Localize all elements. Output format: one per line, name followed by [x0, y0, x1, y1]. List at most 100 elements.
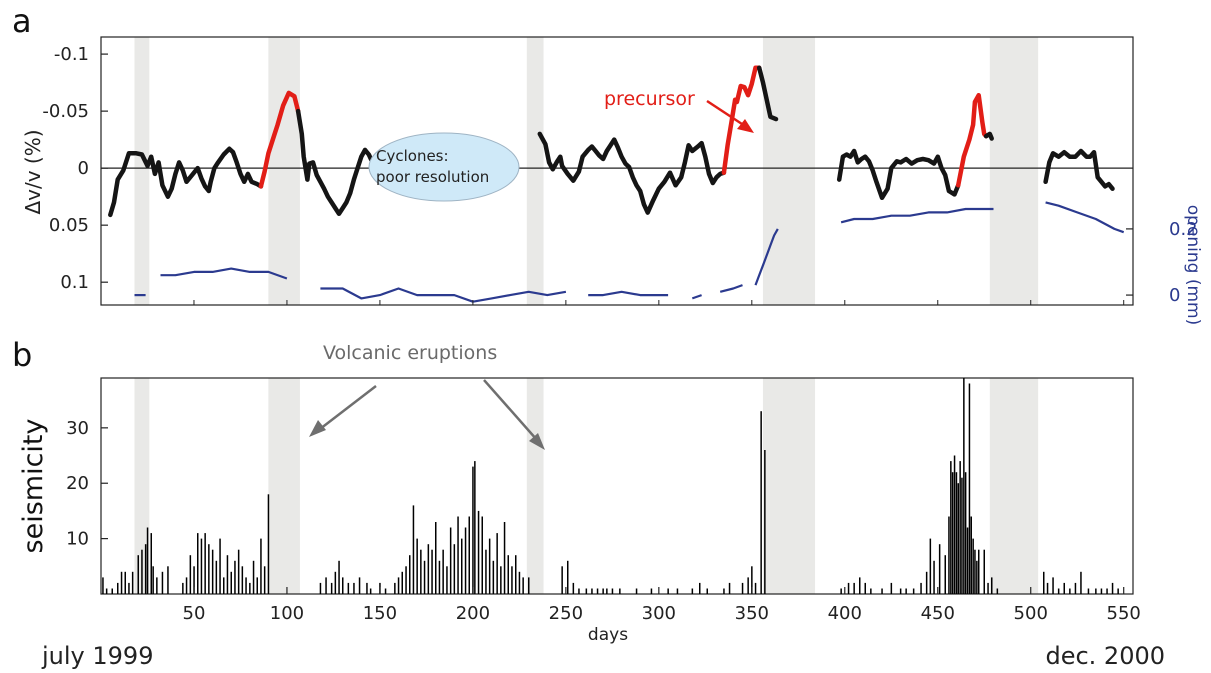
seismicity-bar [518, 571, 521, 594]
seismicity-bar [219, 538, 221, 594]
seismicity-bar [961, 477, 963, 594]
seismicity-bar [260, 538, 262, 594]
seismicity-bar [676, 588, 679, 594]
seismicity-bar [699, 582, 701, 594]
x-tick-label: 100 [270, 603, 304, 624]
x-tick-label: 200 [456, 603, 490, 624]
seismicity-bar [567, 560, 569, 594]
seismicity-bar [477, 510, 480, 594]
seismicity-bar [472, 466, 474, 594]
precursor-label: precursor [604, 88, 695, 110]
seismicity-bar [105, 588, 108, 594]
seismicity-bar [330, 582, 333, 594]
seismicity-bar [987, 582, 989, 594]
x-tick-label: 250 [549, 603, 583, 624]
seismicity-bar [706, 588, 708, 594]
y-tick-label-right: 0 [1169, 285, 1180, 306]
volcanic-eruptions-label: Volcanic eruptions [323, 342, 497, 364]
panel-b-frame [100, 377, 1134, 595]
seismicity-bar [933, 560, 935, 594]
seismicity-bar [128, 582, 130, 594]
seismicity-bar [137, 555, 139, 594]
seismicity-bar [953, 455, 956, 594]
precursor-segment [721, 65, 762, 175]
seismicity-bar [728, 582, 731, 594]
seismicity-bar [741, 582, 744, 594]
date-start: july 1999 [41, 642, 153, 670]
x-tick-label: 550 [1107, 603, 1141, 624]
seismicity-bar [963, 378, 965, 594]
seismicity-bar [1117, 588, 1119, 594]
panel-a: -0.1 -0.05 0 0.05 0.1 0 0.2 [42, 36, 1198, 306]
y-tick-label-b: 20 [66, 473, 89, 494]
seismicity-bar [847, 582, 850, 594]
seismicity-bar [427, 544, 430, 594]
seismicity-bar [416, 538, 418, 594]
seismicity-bar [234, 560, 236, 594]
seismicity-bar [561, 566, 563, 594]
y-axis-label-right: opening (mm) [1183, 205, 1203, 326]
precursor-arrow [706, 99, 754, 133]
seismicity-bar [334, 571, 337, 594]
seismicity-bar [156, 577, 158, 594]
y-tick-label-b: 30 [66, 418, 89, 439]
seismicity-bar [974, 549, 976, 594]
seismicity-bar [474, 461, 476, 594]
seismicity-bar [263, 566, 266, 594]
seismicity-bar [996, 588, 999, 594]
seismicity-bar [596, 588, 599, 594]
seismicity-bar [1074, 582, 1077, 594]
seismicity-bar [905, 588, 907, 594]
opening-series-segment [320, 287, 567, 303]
seismicity-bar [976, 560, 978, 594]
seismicity-bar [951, 472, 954, 594]
seismicity-bar [485, 549, 487, 594]
seismicity-bar [347, 582, 350, 594]
seismicity-bar [200, 538, 203, 594]
seismicity-bar [1111, 582, 1114, 594]
seismicity-bar [959, 461, 961, 594]
seismicity-bar [423, 560, 426, 594]
x-tick-label: 300 [642, 603, 676, 624]
seismicity-bar [102, 577, 104, 594]
opening-series-segment [691, 294, 702, 300]
seismicity-bar [1069, 588, 1071, 594]
x-tick-label: 350 [735, 603, 769, 624]
seismicity-bar [453, 544, 456, 594]
y-tick-label-a: 0 [78, 158, 89, 179]
eruption-band-a [134, 37, 150, 305]
seismicity-bar [591, 588, 593, 594]
seismicity-bar [492, 560, 495, 594]
seismicity-bar [853, 582, 855, 594]
seismicity-bar [1063, 582, 1065, 594]
seismicity-bar [117, 582, 119, 594]
precursor-segment [258, 90, 301, 189]
panel-b-letter: b [12, 336, 32, 374]
seismicity-bar [204, 533, 206, 594]
seismicity-bar [431, 549, 433, 594]
panel-a-frame [100, 36, 1134, 306]
velocity-segment [295, 108, 379, 217]
opening-series-segment [719, 284, 743, 293]
seismicity-bar [511, 566, 513, 594]
seismicity-bar [144, 544, 147, 594]
seismicity-bar [131, 571, 134, 594]
seismicity-bar [319, 582, 322, 594]
seismicity-bar [141, 549, 143, 594]
seismicity-bar [507, 555, 509, 594]
seismicity-bar [515, 555, 517, 594]
seismicity-bar [237, 549, 240, 594]
seismicity-bar [150, 533, 152, 594]
seismicity-bar [449, 527, 452, 594]
seismicity-bar [461, 538, 463, 594]
x-tick-label: 50 [183, 603, 206, 624]
velocity-segment [983, 131, 994, 141]
seismicity-bar [353, 582, 355, 594]
seismicity-bar [397, 577, 400, 594]
seismicity-bar [760, 411, 762, 594]
velocity-segment [1043, 148, 1115, 191]
seismicity-bar [124, 571, 126, 594]
seismicity-bar [764, 450, 766, 594]
seismicity-bar [435, 522, 437, 594]
